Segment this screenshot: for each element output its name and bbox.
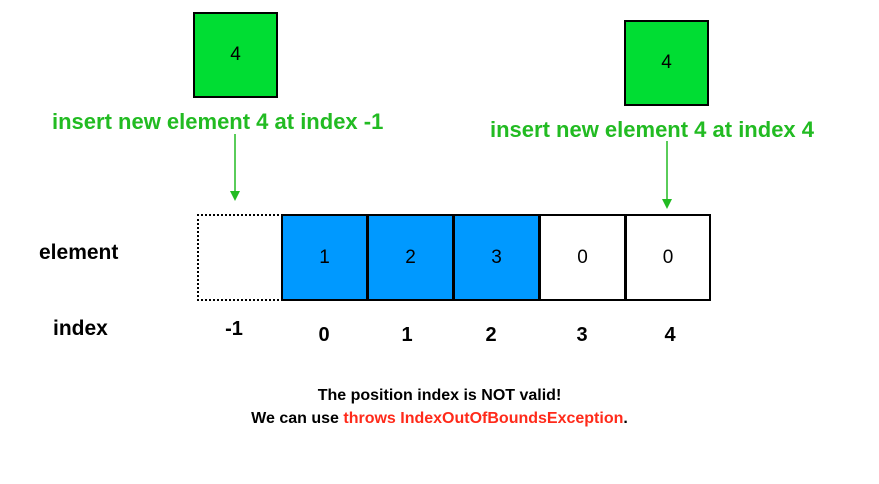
exception-highlight: throws IndexOutOfBoundsException bbox=[343, 410, 624, 427]
array-cell: 1 bbox=[281, 214, 368, 301]
index-label: 4 bbox=[664, 324, 676, 346]
array-cell: 3 bbox=[453, 214, 540, 301]
message-prefix: We can use bbox=[251, 410, 344, 427]
cell-value: 3 bbox=[491, 246, 502, 268]
new-element-box-right: 4 bbox=[624, 20, 709, 106]
array-cell: 2 bbox=[367, 214, 454, 301]
index-label: -1 bbox=[225, 318, 243, 340]
index-row-label: index bbox=[53, 317, 108, 340]
error-message-line1: The position index is NOT valid! bbox=[317, 387, 562, 404]
message-suffix: . bbox=[623, 410, 628, 427]
index-label: 2 bbox=[485, 324, 497, 346]
arrow-right bbox=[662, 141, 672, 209]
arrow-left bbox=[230, 134, 240, 201]
array-cell: 0 bbox=[539, 214, 626, 301]
insert-caption-right: insert new element 4 at index 4 bbox=[490, 117, 815, 142]
array-cell-invalid bbox=[197, 214, 283, 301]
index-label: 3 bbox=[576, 324, 588, 346]
index-label: 1 bbox=[401, 324, 413, 346]
error-message-line2: We can use throws IndexOutOfBoundsExcept… bbox=[0, 410, 879, 428]
cell-value: 0 bbox=[662, 246, 674, 268]
new-element-value-right: 4 bbox=[661, 52, 672, 73]
cell-value: 0 bbox=[577, 246, 588, 268]
cell-value: 1 bbox=[319, 246, 330, 268]
insert-caption-left: insert new element 4 at index -1 bbox=[52, 109, 384, 134]
array-cell: 0 bbox=[625, 214, 711, 301]
index-label: 0 bbox=[318, 324, 330, 346]
element-row-label: element bbox=[39, 241, 119, 264]
new-element-box-left: 4 bbox=[193, 12, 278, 98]
cell-value: 2 bbox=[405, 246, 416, 268]
new-element-value-left: 4 bbox=[230, 44, 241, 65]
